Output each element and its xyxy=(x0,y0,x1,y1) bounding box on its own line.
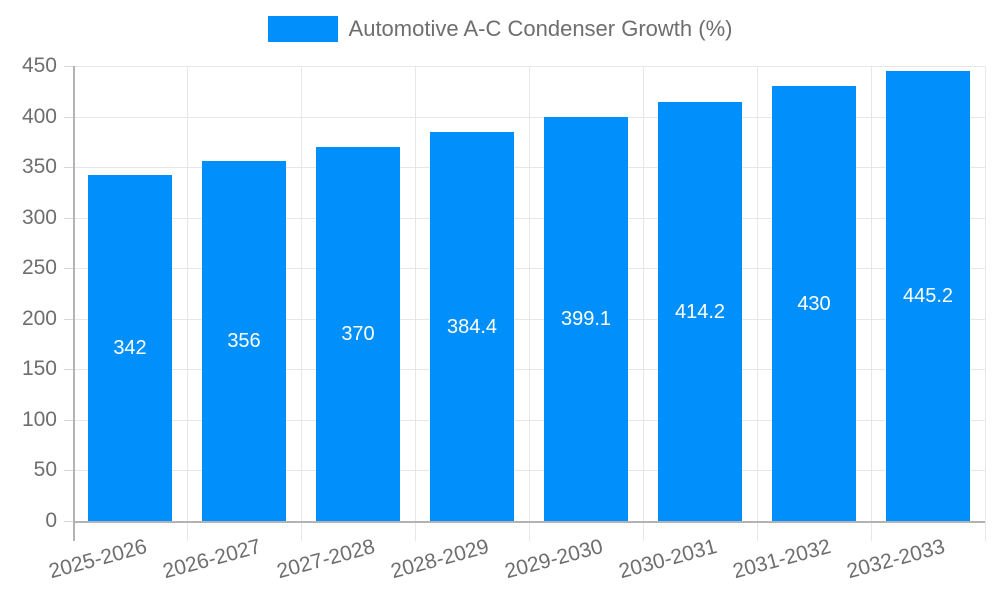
bar-2029-2030[interactable] xyxy=(544,117,628,521)
y-tick xyxy=(64,167,73,168)
x-axis-label-2029-2030: 2029-2030 xyxy=(501,535,605,584)
bar-2027-2028[interactable] xyxy=(316,147,400,521)
x-axis-label-2025-2026: 2025-2026 xyxy=(45,535,149,584)
x-gridline xyxy=(301,66,302,541)
legend-label: Automotive A-C Condenser Growth (%) xyxy=(348,16,733,41)
x-gridline xyxy=(871,66,872,541)
bar-2028-2029[interactable] xyxy=(430,132,514,521)
y-axis-label: 0 xyxy=(45,509,57,532)
bar-2032-2033[interactable] xyxy=(886,71,970,521)
x-gridline xyxy=(529,66,530,541)
bar-2031-2032[interactable] xyxy=(772,86,856,521)
y-tick xyxy=(64,420,73,421)
y-tick xyxy=(64,521,73,522)
bar-value-label: 430 xyxy=(797,292,831,315)
x-axis-label-2030-2031: 2030-2031 xyxy=(615,535,719,584)
x-axis-label-2027-2028: 2027-2028 xyxy=(273,535,377,584)
bar-value-label: 370 xyxy=(341,323,375,345)
x-axis-label-2031-2032: 2031-2032 xyxy=(729,535,833,584)
bar-2026-2027[interactable] xyxy=(202,161,286,521)
y-axis-label: 450 xyxy=(21,54,57,77)
y-axis-label: 100 xyxy=(21,408,57,431)
y-tick xyxy=(64,268,73,269)
y-tick xyxy=(64,218,73,219)
y-tick xyxy=(64,470,73,471)
y-axis-label: 400 xyxy=(21,105,57,128)
bar-value-label: 399.1 xyxy=(560,308,612,330)
bar-value-label: 384.4 xyxy=(446,315,498,338)
y-axis-label: 50 xyxy=(33,458,57,481)
x-axis-label-2032-2033: 2032-2033 xyxy=(843,535,947,584)
y-axis-label: 300 xyxy=(21,206,57,229)
y-axis-label: 350 xyxy=(21,155,57,178)
x-axis-label-2026-2027: 2026-2027 xyxy=(159,535,263,584)
x-gridline xyxy=(757,66,758,541)
bar-2030-2031[interactable] xyxy=(658,102,742,521)
y-tick xyxy=(64,117,73,118)
x-gridline xyxy=(985,66,986,541)
legend[interactable]: Automotive A-C Condenser Growth (%) xyxy=(0,16,1000,42)
x-axis-label-2028-2029: 2028-2029 xyxy=(387,535,491,584)
legend-swatch-icon xyxy=(267,16,338,42)
y-tick xyxy=(64,66,73,67)
y-axis-label: 250 xyxy=(21,256,57,279)
bar-value-label: 445.2 xyxy=(902,285,954,307)
x-axis-line xyxy=(73,521,985,523)
y-axis-label: 200 xyxy=(21,307,57,330)
bar-value-label: 414.2 xyxy=(674,300,726,323)
y-tick xyxy=(64,369,73,370)
x-gridline xyxy=(187,66,188,541)
y-tick xyxy=(64,319,73,320)
bar-value-label: 356 xyxy=(227,330,261,352)
x-gridline xyxy=(415,66,416,541)
bar-value-label: 342 xyxy=(113,337,147,359)
y-axis-line xyxy=(73,66,75,541)
bar-2025-2026[interactable] xyxy=(88,175,172,521)
x-gridline xyxy=(643,66,644,541)
y-axis-label: 150 xyxy=(21,357,57,380)
